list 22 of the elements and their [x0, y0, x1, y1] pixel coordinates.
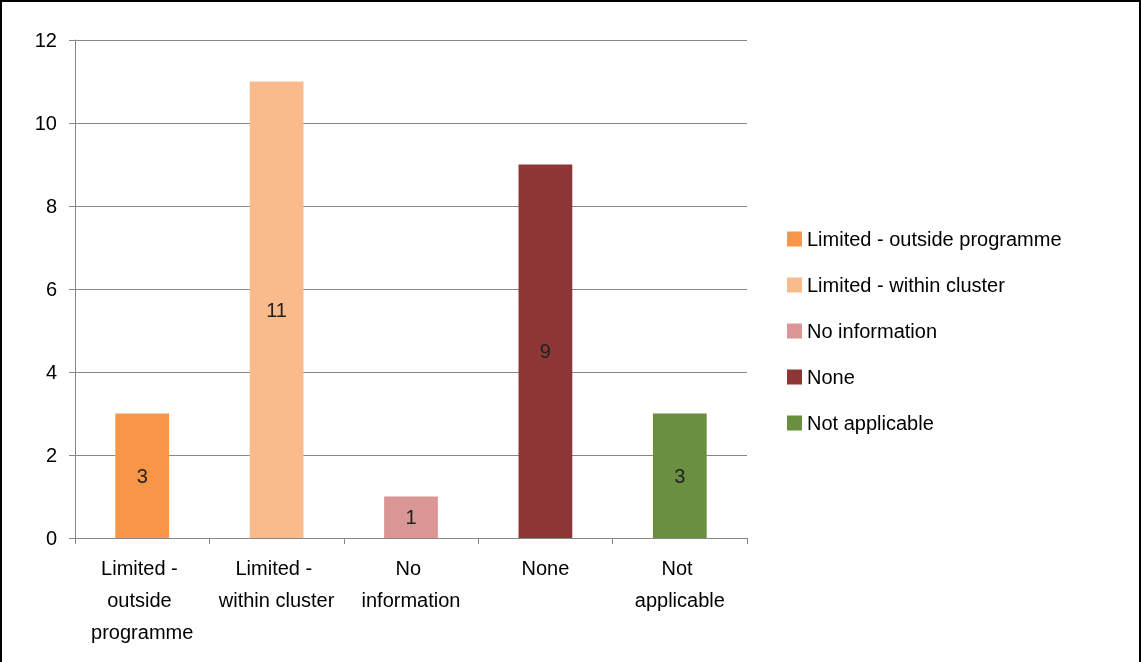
data-label: 11	[266, 298, 287, 321]
y-tick-label: 0	[45, 527, 57, 549]
legend-label: Limited - within cluster	[807, 274, 1006, 296]
legend-label: Not applicable	[807, 412, 934, 434]
y-tick-label: 8	[45, 195, 57, 217]
x-tick-label: Not applicable	[634, 557, 725, 611]
y-tick-label: 4	[45, 361, 57, 383]
x-tick-label: No information	[361, 557, 461, 611]
x-tick-label: Limited - outside programme	[91, 557, 194, 643]
y-tick-label: 10	[34, 112, 57, 134]
x-tick-label: Limited - within cluster	[217, 557, 335, 611]
x-tick-label: None	[521, 557, 570, 579]
legend-label: No information	[807, 320, 938, 342]
data-label: 1	[405, 506, 417, 529]
data-label: 3	[136, 464, 148, 487]
data-label: 3	[674, 464, 686, 487]
y-tick-label: 12	[34, 29, 57, 51]
data-label: 9	[539, 340, 551, 363]
legend-label: Limited - outside programme	[807, 228, 1062, 250]
legend-label: None	[807, 366, 855, 388]
y-tick-label: 2	[45, 444, 57, 466]
y-tick-label: 6	[45, 278, 57, 300]
